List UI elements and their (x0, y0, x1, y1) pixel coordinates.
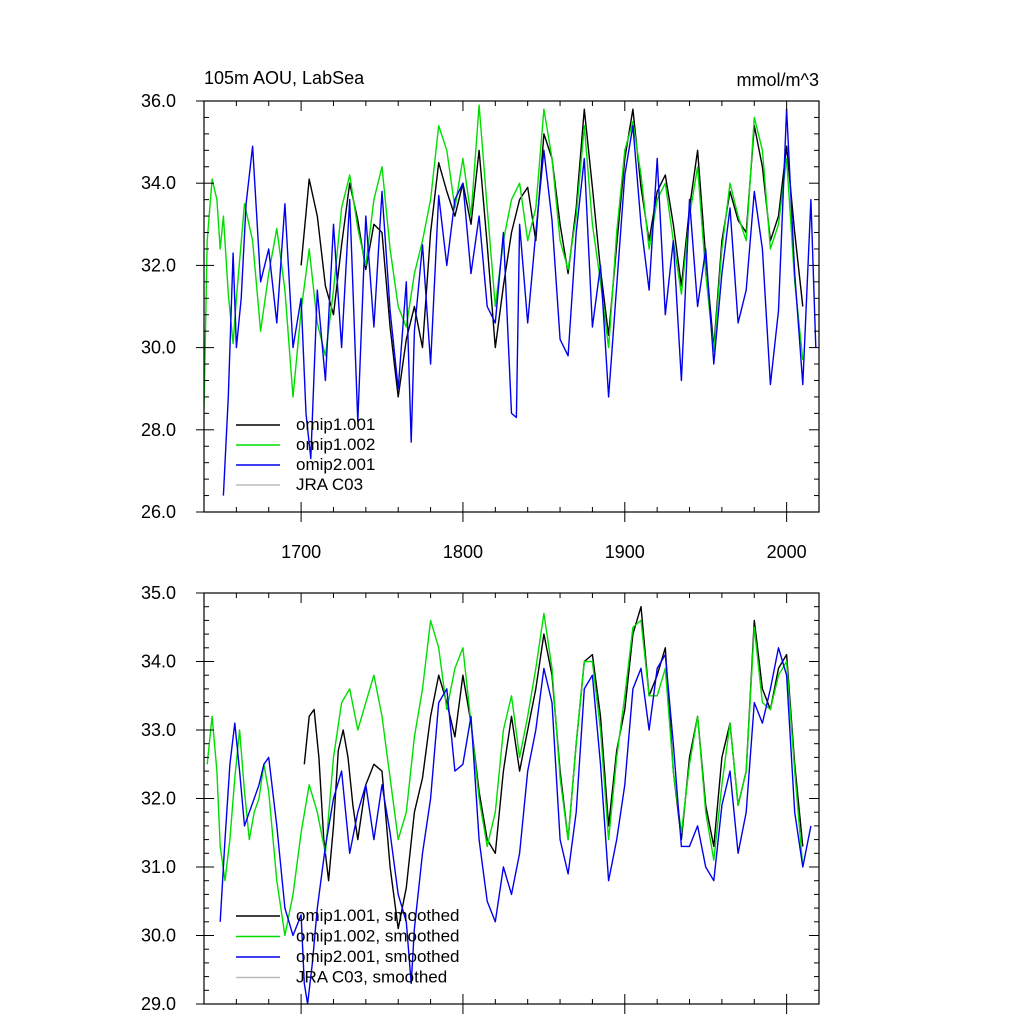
y-tick-label: 34.0 (141, 173, 176, 193)
series-line-3 (219, 647, 812, 1004)
bottom-legend: omip1.001, smoothed omip1.002, smoothedom… (236, 906, 460, 987)
top-axis-ticks: 1700 1800 1900 2000 26.0 28.0 30.0 32.0 34.0 36.0 (141, 91, 820, 562)
y-tick-label: 30.0 (141, 338, 176, 358)
y-tick-label: 30.0 (141, 926, 176, 946)
x-tick-label: 2000 (767, 542, 807, 562)
bottom-axis-ticks: 29.0 30.0 31.0 32.0 33.0 34.0 35.0 (141, 583, 820, 1014)
y-tick-label: 31.0 (141, 857, 176, 877)
series-line-2 (204, 104, 804, 410)
bottom-series-group (206, 606, 812, 1004)
series-line-1 (300, 108, 804, 398)
x-tick-label: 1700 (281, 542, 321, 562)
legend-label: omip1.002 (296, 435, 375, 454)
y-tick-label: 32.0 (141, 255, 176, 275)
bottom-panel: 29.0 30.0 31.0 32.0 33.0 34.0 35.0 omip1.001, … (141, 583, 820, 1014)
y-tick-label: 28.0 (141, 420, 176, 440)
y-tick-label: 36.0 (141, 91, 176, 111)
chart-title: 105m AOU, LabSea (204, 68, 365, 88)
x-tick-label: 1900 (605, 542, 645, 562)
top-panel: 105m AOU, LabSea mmol/m^3 1700 1800 1900 20… (141, 68, 820, 562)
y-tick-label: 35.0 (141, 583, 176, 603)
y-tick-label: 33.0 (141, 720, 176, 740)
top-plot-frame (203, 100, 820, 513)
legend-label: omip1.002, smoothed (296, 927, 460, 946)
bottom-plot-frame (203, 592, 820, 1005)
units-label: mmol/m^3 (737, 70, 819, 90)
y-tick-label: 29.0 (141, 994, 176, 1014)
series-line-3 (222, 108, 817, 496)
x-tick-label: 1800 (443, 542, 483, 562)
top-series-group (204, 104, 817, 496)
legend-label: omip2.001 (296, 455, 375, 474)
y-tick-label: 32.0 (141, 789, 176, 809)
legend-label: omip1.001, smoothed (296, 906, 460, 925)
series-line-2 (206, 612, 804, 937)
y-tick-label: 26.0 (141, 502, 176, 522)
series-line-1 (303, 606, 804, 930)
legend-label: JRA C03 (296, 475, 363, 494)
legend-label: omip2.001, smoothed (296, 947, 460, 966)
legend-label: JRA C03, smoothed (296, 968, 447, 987)
y-tick-label: 34.0 (141, 652, 176, 672)
legend-label: omip1.001 (296, 415, 375, 434)
